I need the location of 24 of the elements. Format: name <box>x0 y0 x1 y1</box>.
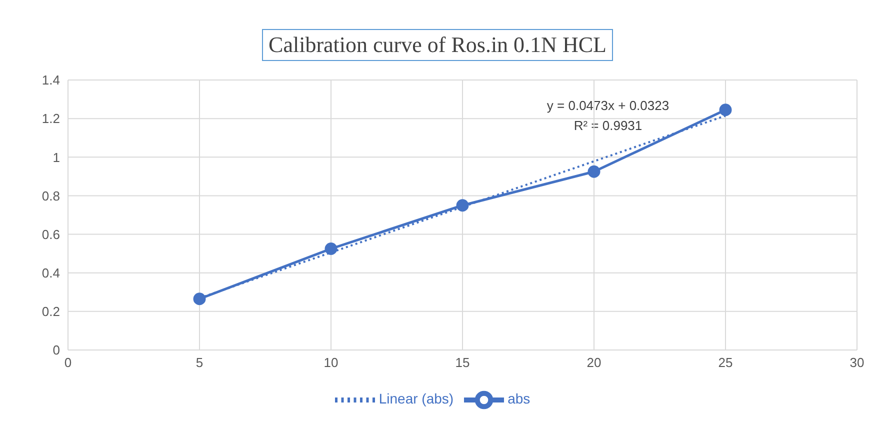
point <box>588 165 600 178</box>
x-tick-label: 15 <box>455 355 470 370</box>
y-tick-label: 0.8 <box>42 188 60 204</box>
chart-title: Calibration curve of Ros.in 0.1N HCL <box>262 30 612 60</box>
x-tick-label: 0 <box>64 355 72 370</box>
y-tick-label: 0.4 <box>42 265 60 280</box>
point <box>456 199 469 212</box>
y-tick-label: 0.2 <box>42 304 60 320</box>
y-tick-label: 1 <box>52 150 60 165</box>
annotation: y = 0.0473x + 0.0323 <box>546 97 670 115</box>
legend-label: abs <box>508 390 530 407</box>
point <box>193 292 206 306</box>
y-tick-label: 1.4 <box>42 72 60 88</box>
x-tick-label: 25 <box>718 355 733 370</box>
x-tick-label: 5 <box>196 355 204 370</box>
y-tick-label: 0 <box>52 342 60 358</box>
point <box>719 104 732 116</box>
legend-label: Linear (abs) <box>378 390 454 407</box>
point <box>324 242 338 255</box>
x-tick-label: 20 <box>586 355 602 370</box>
x-tick-label: 10 <box>324 355 338 370</box>
y-tick-label: 0.6 <box>42 226 60 242</box>
y-tick-label: 1.2 <box>42 111 60 126</box>
x-tick-label: 30 <box>850 355 864 370</box>
